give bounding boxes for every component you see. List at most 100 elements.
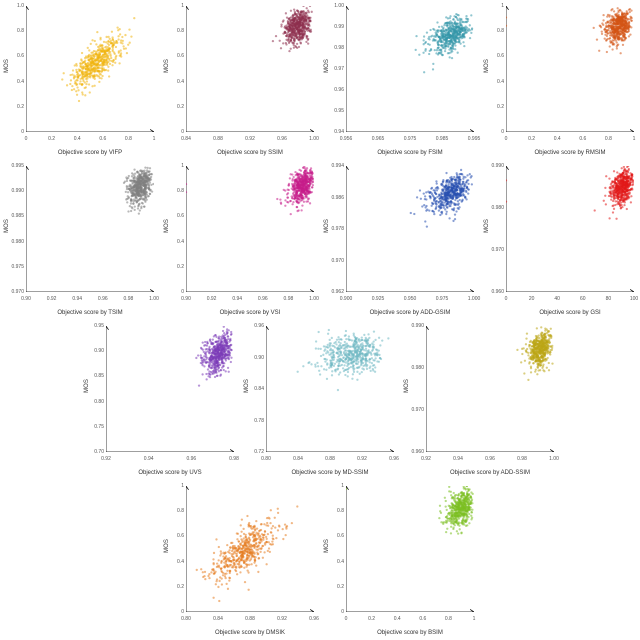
x-tick: 0.2	[368, 616, 375, 622]
x-tick: 0.94	[232, 296, 242, 302]
chart-row: MOS00.20.40.60.810.800.840.880.920.96Obj…	[0, 480, 640, 640]
y-tick: 0.990	[411, 323, 424, 329]
x-tick: 0.98	[124, 296, 134, 302]
chart-row: MOS00.20.40.60.81.000.20.40.60.81Objecti…	[0, 0, 640, 160]
x-axis-label: Objective score by VIFP	[26, 150, 154, 156]
x-tick: 0.900	[340, 296, 353, 302]
panel-tsim: MOS0.9700.9750.9800.9850.9900.9950.900.9…	[0, 160, 160, 320]
x-tick: 0.925	[372, 296, 385, 302]
y-tick: 0.960	[491, 289, 504, 295]
scatter-plot	[346, 486, 474, 612]
y-tick: 0	[181, 289, 184, 295]
x-tick: 0.4	[554, 136, 561, 142]
scatter-plot	[346, 6, 474, 132]
y-tick: 0.8	[177, 508, 184, 514]
y-tick: 0	[181, 129, 184, 135]
scatter-plot	[26, 6, 154, 132]
panel-add-gsim: MOS0.9620.9700.9780.9860.9940.9000.9250.…	[320, 160, 480, 320]
panel-bsim: MOS00.20.40.60.8100.20.40.60.81Objective…	[320, 480, 480, 640]
y-tick: 0.990	[11, 188, 24, 194]
y-tick: 0.8	[497, 28, 504, 34]
y-tick: 0.4	[497, 79, 504, 85]
y-tick: 0.2	[337, 584, 344, 590]
y-tick: 0.70	[94, 449, 104, 455]
x-tick: 1.00	[549, 456, 559, 462]
panel-fsim: MOS0.940.950.960.970.980.991.000.9560.96…	[320, 0, 480, 160]
x-tick: 0	[25, 136, 28, 142]
x-tick: 0.96	[98, 296, 108, 302]
x-tick: 0.96	[277, 136, 287, 142]
y-tick: 0.960	[411, 449, 424, 455]
x-tick: 0.92	[245, 136, 255, 142]
y-tick: 0.2	[177, 104, 184, 110]
x-tick: 1.00	[309, 136, 319, 142]
x-tick: 0	[345, 616, 348, 622]
y-tick: 1	[341, 483, 344, 489]
scatter-plot	[186, 486, 314, 612]
y-tick: 0.970	[11, 289, 24, 295]
y-tick: 0.962	[331, 289, 344, 295]
y-tick: 0.90	[94, 348, 104, 354]
panel-dmsik: MOS00.20.40.60.810.800.840.880.920.96Obj…	[160, 480, 320, 640]
scatter-plot	[26, 166, 154, 292]
scatter-plot	[106, 326, 234, 452]
y-tick: 0.4	[177, 559, 184, 565]
y-tick: 0.97	[334, 66, 344, 72]
y-tick: 0.96	[254, 323, 264, 329]
x-tick: 0.6	[579, 136, 586, 142]
x-tick: 40	[554, 296, 560, 302]
panel-vifp: MOS00.20.40.60.81.000.20.40.60.81Objecti…	[0, 0, 160, 160]
x-tick: 0.84	[293, 456, 303, 462]
scatter-plot	[346, 166, 474, 292]
panel-uvs: MOS0.700.750.800.850.900.950.920.940.960…	[80, 320, 240, 480]
y-tick: 0.990	[491, 163, 504, 169]
x-tick: 0.96	[258, 296, 268, 302]
y-tick: 0.980	[11, 239, 24, 245]
x-tick: 80	[606, 296, 612, 302]
y-tick: 1	[181, 483, 184, 489]
y-tick: 0.94	[334, 129, 344, 135]
x-tick: 0.92	[47, 296, 57, 302]
panel-ssim: MOS00.20.40.60.810.840.880.920.961.00Obj…	[160, 0, 320, 160]
panel-vsi: MOS00.20.40.60.810.900.920.940.960.981.0…	[160, 160, 320, 320]
x-axis-label: Objective score by FSIM	[346, 150, 474, 156]
x-tick: 0.92	[207, 296, 217, 302]
x-tick: 0.84	[213, 616, 223, 622]
x-tick: 0.965	[372, 136, 385, 142]
x-tick: 0.985	[436, 136, 449, 142]
x-tick: 0.92	[357, 456, 367, 462]
x-tick: 0.98	[229, 456, 239, 462]
x-tick: 0.956	[340, 136, 353, 142]
y-tick: 0.6	[177, 213, 184, 219]
y-tick: 0.985	[11, 213, 24, 219]
x-tick: 0.975	[404, 136, 417, 142]
y-tick: 0.78	[254, 418, 264, 424]
x-axis-label: Objective score by TSIM	[26, 310, 154, 316]
y-tick: 0	[501, 129, 504, 135]
panel-gsi: MOS0.9600.9700.9800.990020406080100Objec…	[480, 160, 640, 320]
y-tick: 0.978	[331, 226, 344, 232]
y-tick: 0	[181, 609, 184, 615]
y-tick: 0.970	[411, 407, 424, 413]
y-tick: 0.6	[177, 533, 184, 539]
y-tick: 0.4	[17, 79, 24, 85]
panel-rmsim: MOS00.20.40.60.8100.20.40.60.81Objective…	[480, 0, 640, 160]
panel-md-ssim: MOS0.720.780.840.900.960.800.840.880.920…	[240, 320, 400, 480]
y-tick: 0.6	[17, 53, 24, 59]
x-tick: 0.8	[605, 136, 612, 142]
y-tick: 1	[501, 3, 504, 9]
x-tick: 0.975	[436, 296, 449, 302]
chart-row: MOS0.700.750.800.850.900.950.920.940.960…	[0, 320, 640, 480]
x-tick: 0.8	[125, 136, 132, 142]
y-tick: 0	[21, 129, 24, 135]
x-tick: 1	[633, 136, 636, 142]
x-tick: 0.90	[181, 296, 191, 302]
x-axis-label: Objective score by DMSIK	[186, 630, 314, 636]
x-tick: 0.4	[394, 616, 401, 622]
y-tick: 0	[341, 609, 344, 615]
y-tick: 0.970	[331, 258, 344, 264]
x-tick: 1	[153, 136, 156, 142]
x-tick: 0.96	[309, 616, 319, 622]
y-tick: 0.75	[94, 424, 104, 430]
y-tick: 1.0	[17, 3, 24, 9]
